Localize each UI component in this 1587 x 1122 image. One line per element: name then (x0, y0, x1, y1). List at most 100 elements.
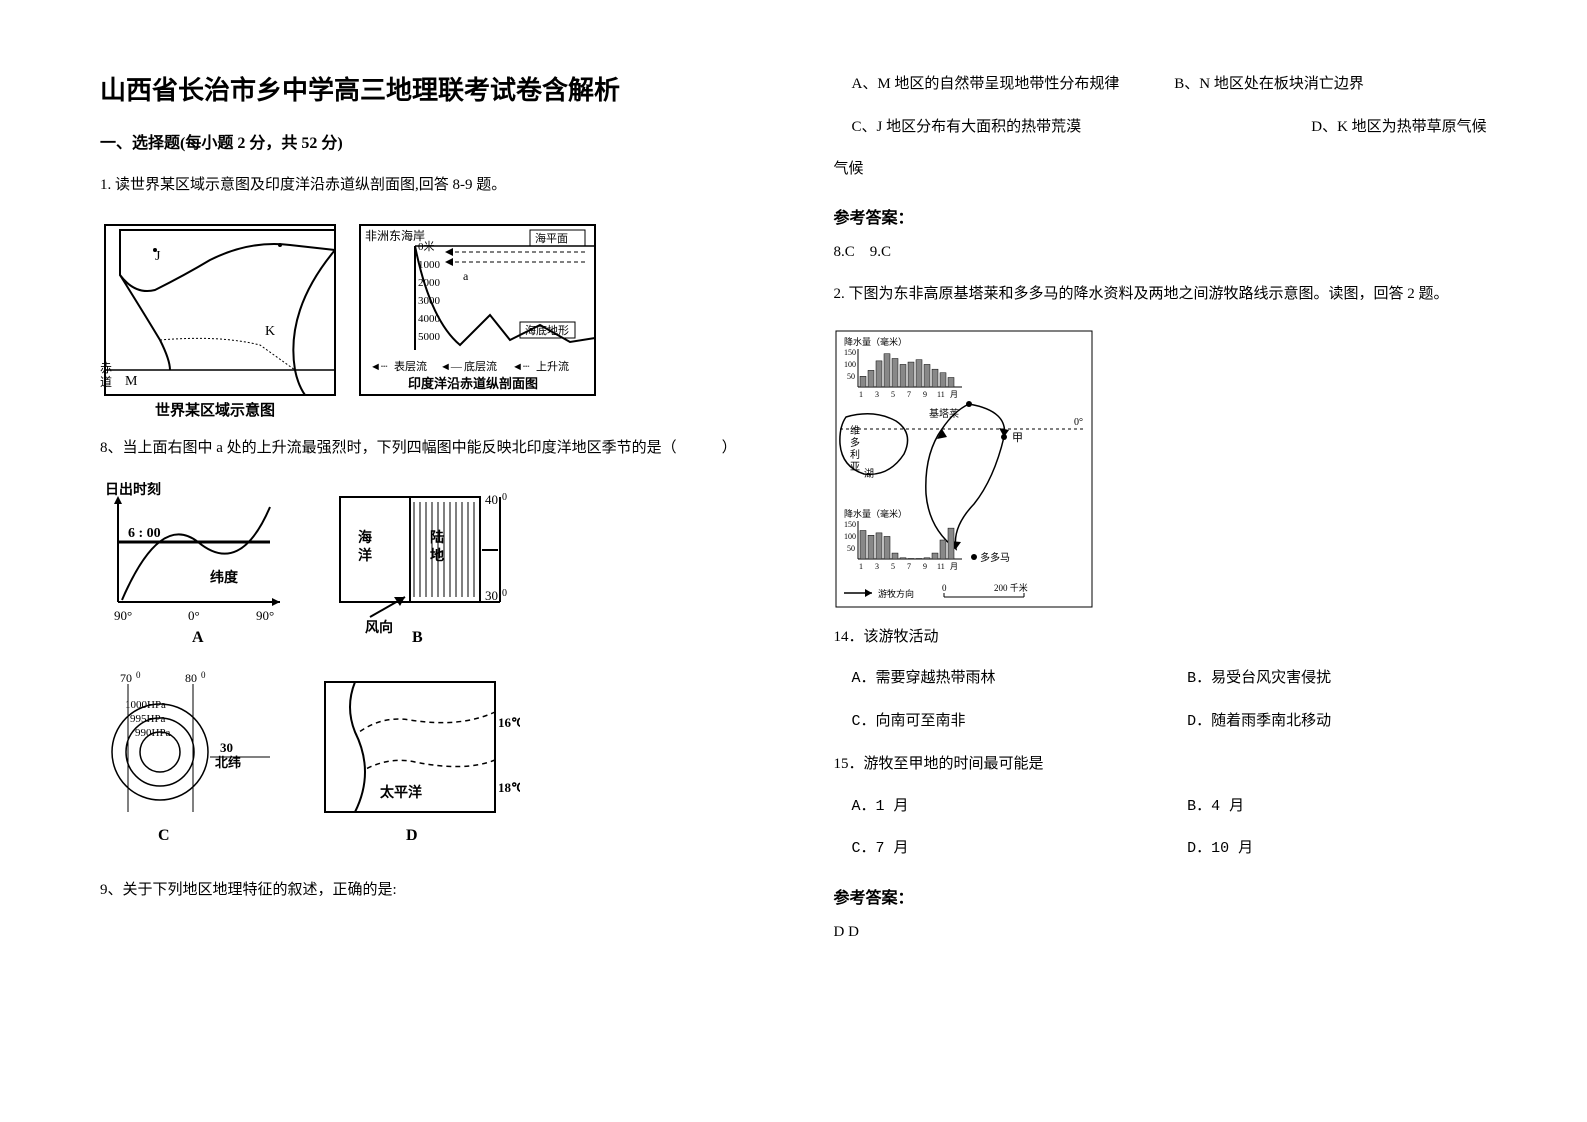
figure-world-region: 赤 道 J K M 世界某区域示意图 非洲东海岸 海平面 (100, 220, 764, 420)
fig1-left-caption: 世界某区域示意图 (155, 401, 275, 419)
svg-text:9: 9 (923, 390, 927, 399)
q14-opt-A: A．需要穿越热带雨林 (852, 665, 1188, 694)
svg-text:◄┄: ◄┄ (512, 361, 530, 373)
svg-text:道: 道 (100, 375, 112, 389)
svg-text:100: 100 (844, 532, 856, 541)
q15-opts-row2: C．7 月 D．10 月 (834, 835, 1498, 864)
q14-opt-C: C．向南可至南非 (852, 708, 1188, 737)
svg-text:海: 海 (358, 529, 372, 546)
answer-8-9: 8.C 9.C (834, 238, 1498, 267)
svg-text:月: 月 (950, 562, 958, 571)
svg-text:50: 50 (847, 372, 855, 381)
answer-14-15: D D (834, 918, 1498, 947)
rain-label-bottom: 降水量（毫米） (844, 508, 907, 519)
panelC-letter: C (158, 827, 170, 844)
label-K: K (265, 324, 275, 339)
pacific-label: 太平洋 (380, 784, 422, 801)
q9-opt-tail: 气候 (834, 155, 1498, 184)
svg-text:0米: 0米 (418, 240, 435, 253)
bottom-flow: 底层流 (464, 359, 497, 373)
figure-4panels: 日出时刻 6 : 00 纬度 90° 0° 90° A (100, 482, 764, 862)
svg-text:0°: 0° (1074, 417, 1083, 428)
coast-label: 非洲东海岸 (365, 228, 425, 243)
svg-text:0°: 0° (188, 608, 200, 623)
svg-text:利: 利 (850, 449, 860, 461)
jia-label: 甲 (1012, 432, 1023, 444)
surface-flow: 表层流 (394, 359, 427, 373)
svg-text:◄—: ◄— (440, 361, 463, 373)
panelB-letter: B (412, 629, 423, 646)
left-column: 山西省长治市乡中学高三地理联考试卷含解析 一、选择题(每小题 2 分，共 52 … (100, 70, 764, 1062)
figure-east-africa: 降水量（毫米） 150 100 50 135 7911 月 基塔莱 (834, 329, 1498, 609)
svg-text:18℃: 18℃ (498, 780, 520, 795)
answer-label-1: 参考答案： (834, 204, 1498, 228)
svg-text:30: 30 (220, 740, 233, 755)
q15-opt-C: C．7 月 (852, 835, 1188, 864)
svg-text:月: 月 (950, 390, 958, 399)
svg-text:湖: 湖 (864, 468, 874, 480)
q9-opt-D: D、K 地区为热带草原气候 (1311, 113, 1497, 142)
svg-text:◄┄: ◄┄ (370, 361, 388, 373)
q9-opt-C: C、J 地区分布有大面积的热带荒漠 (834, 113, 1312, 142)
upwelling: 上升流 (536, 359, 569, 373)
svg-text:3: 3 (875, 562, 879, 571)
svg-text:7: 7 (907, 562, 911, 571)
svg-text:5: 5 (891, 390, 895, 399)
svg-text:11: 11 (937, 390, 945, 399)
q15-opt-B: B．4 月 (1187, 793, 1497, 822)
panelA-title: 日出时刻 (105, 482, 161, 498)
svg-text:地: 地 (430, 547, 444, 564)
seabed-label: 海底地形 (525, 323, 569, 337)
q9-text: 9、关于下列地区地理特征的叙述，正确的是: (100, 876, 764, 905)
q1-intro: 1. 读世界某区域示意图及印度洋沿赤道纵剖面图,回答 8-9 题。 (100, 171, 764, 200)
q14-text: 14．该游牧活动 (834, 623, 1498, 652)
svg-text:5000: 5000 (418, 331, 441, 343)
right-column: A、M 地区的自然带呈现地带性分布规律 B、N 地区处在板块消亡边界 C、J 地… (834, 70, 1498, 1062)
svg-text:5: 5 (891, 562, 895, 571)
fig1-right-caption: 印度洋沿赤道纵剖面图 (408, 376, 538, 391)
panelD-letter: D (406, 827, 418, 844)
svg-text:16℃: 16℃ (498, 715, 520, 730)
q2-intro: 2. 下图为东非高原基塔莱和多多马的降水资料及两地之间游牧路线示意图。读图，回答… (834, 280, 1498, 309)
svg-text:0: 0 (942, 583, 947, 593)
rain-label-top: 降水量（毫米） (844, 336, 907, 347)
page-title: 山西省长治市乡中学高三地理联考试卷含解析 (100, 70, 764, 107)
svg-text:陆: 陆 (430, 530, 444, 546)
svg-text:洋: 洋 (358, 547, 372, 564)
svg-text:7: 7 (907, 390, 911, 399)
svg-text:2000: 2000 (418, 277, 441, 289)
svg-text:70: 70 (120, 671, 132, 685)
q15-opt-D: D．10 月 (1187, 835, 1497, 864)
q15-opts-row1: A．1 月 B．4 月 (834, 793, 1498, 822)
q9-opt-B: B、N 地区处在板块消亡边界 (1174, 70, 1497, 99)
svg-text:30: 30 (485, 588, 498, 603)
svg-text:风向: 风向 (365, 619, 393, 636)
q8-text: 8、当上面右图中 a 处的上升流最强烈时，下列四幅图中能反映北印度洋地区季节的是… (100, 434, 764, 463)
q14-opts-row1: A．需要穿越热带雨林 B．易受台风灾害侵扰 (834, 665, 1498, 694)
svg-text:1000HPa: 1000HPa (125, 699, 166, 711)
svg-text:6 : 00: 6 : 00 (128, 526, 161, 541)
place-dodoma: 多多马 (980, 551, 1010, 564)
svg-text:150: 150 (844, 520, 856, 529)
svg-text:40: 40 (485, 492, 498, 507)
svg-text:纬度: 纬度 (210, 569, 239, 586)
svg-text:0: 0 (201, 670, 206, 680)
answer-label-2: 参考答案： (834, 884, 1498, 908)
svg-text:0: 0 (136, 670, 141, 680)
svg-text:150: 150 (844, 348, 856, 357)
q14-opts-row2: C．向南可至南非 D．随着雨季南北移动 (834, 708, 1498, 737)
q14-opt-B: B．易受台风灾害侵扰 (1187, 665, 1497, 694)
q14-opt-D: D．随着雨季南北移动 (1187, 708, 1497, 737)
svg-text:3: 3 (875, 390, 879, 399)
label-M: M (125, 374, 138, 389)
svg-text:90°: 90° (114, 608, 132, 623)
svg-text:11: 11 (937, 562, 945, 571)
svg-text:1: 1 (859, 562, 863, 571)
q15-text: 15．游牧至甲地的时间最可能是 (834, 750, 1498, 779)
svg-text:维: 维 (850, 424, 860, 437)
svg-text:990HPa: 990HPa (135, 727, 171, 739)
svg-text:a: a (463, 269, 469, 283)
q9-opt-A: A、M 地区的自然带呈现地带性分布规律 (852, 70, 1175, 99)
section-1-heading: 一、选择题(每小题 2 分，共 52 分) (100, 129, 764, 153)
svg-text:0: 0 (502, 588, 507, 599)
